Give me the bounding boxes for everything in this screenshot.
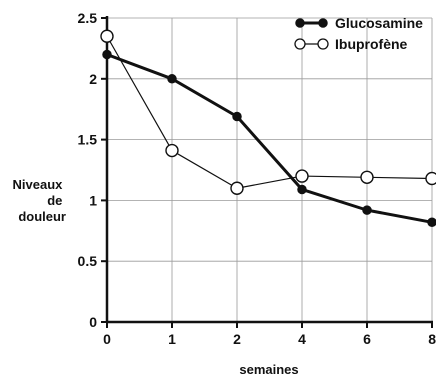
data-point-glucosamine — [232, 111, 242, 122]
x-tick-labels: 0 1 2 4 6 8 — [103, 331, 436, 347]
series-line-glucosamine — [106, 53, 433, 224]
y-tick-label: 1.5 — [78, 132, 98, 148]
series-group — [100, 29, 436, 228]
grid — [107, 17, 433, 322]
y-tick-label: 2.5 — [78, 10, 98, 26]
legend-item-ibuprofene: Ibuprofène — [294, 36, 408, 52]
y-tick-label: 0.5 — [78, 253, 98, 269]
data-point-glucosamine — [427, 217, 436, 228]
data-point-ibuprofene — [100, 29, 114, 43]
y-tick-label: 2 — [89, 71, 97, 87]
legend-item-glucosamine: Glucosamine — [295, 15, 423, 31]
legend: Glucosamine Ibuprofène — [294, 15, 423, 52]
x-tick-label: 4 — [298, 331, 306, 347]
x-tick-label: 8 — [428, 331, 436, 347]
y-tick-label: 0 — [89, 314, 97, 330]
legend-marker-ibuprofene-b — [317, 38, 329, 50]
legend-marker-glucosamine-a — [295, 18, 305, 28]
x-tick-label: 1 — [168, 331, 176, 347]
data-point-ibuprofene — [425, 171, 436, 186]
data-point-ibuprofene — [360, 170, 374, 184]
y-tick-label: 1 — [89, 192, 97, 208]
data-point-ibuprofene — [165, 143, 179, 158]
y-tick-labels: 0 0.5 1 1.5 2 2.5 — [78, 10, 98, 330]
data-point-glucosamine — [362, 205, 372, 215]
data-point-glucosamine — [297, 184, 307, 195]
data-point-glucosamine — [102, 49, 112, 60]
y-axis-label: Niveaux de douleur — [13, 177, 67, 224]
data-point-glucosamine — [167, 74, 177, 84]
x-tick-label: 2 — [233, 331, 241, 347]
series-line-ibuprofene — [106, 35, 433, 189]
x-tick-label: 6 — [363, 331, 371, 347]
x-tick-label: 0 — [103, 331, 111, 347]
axes — [101, 16, 433, 328]
y-axis-label-line-1: Niveaux — [13, 177, 64, 192]
data-point-ibuprofene — [295, 169, 309, 183]
legend-marker-glucosamine-b — [318, 18, 328, 28]
y-axis-label-line-2: de — [47, 193, 62, 208]
data-point-ibuprofene — [230, 181, 244, 195]
legend-label-glucosamine: Glucosamine — [335, 15, 423, 31]
y-axis-label-line-3: douleur — [18, 209, 66, 224]
legend-label-ibuprofene: Ibuprofène — [335, 36, 408, 52]
x-axis-label: semaines — [239, 362, 298, 377]
legend-marker-ibuprofene-a — [294, 38, 306, 50]
